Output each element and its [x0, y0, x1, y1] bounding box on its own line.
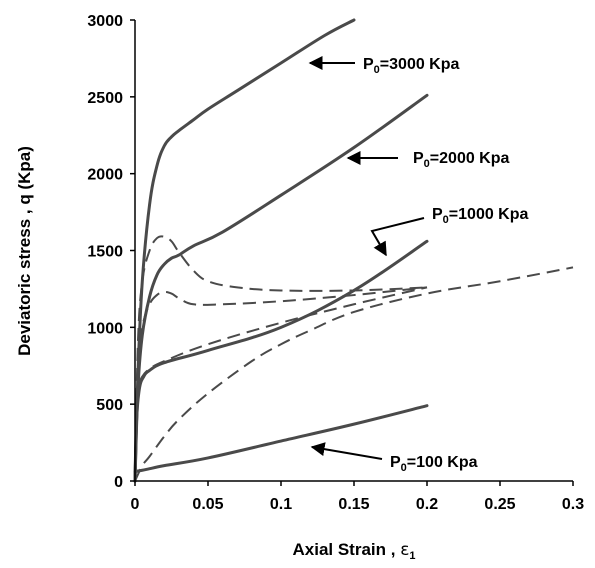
y-tick-label: 1000	[87, 320, 123, 337]
arrow-icon	[370, 217, 425, 257]
arrow-icon	[310, 442, 383, 460]
x-axis-title-subscript: 1	[409, 550, 415, 562]
annotation-label: P0=100 Kpa	[390, 454, 478, 474]
annotation-p0-1000: P0=1000 Kpa	[370, 206, 529, 257]
x-axis-title: Axial Strain , ε1	[292, 540, 415, 562]
x-tick-label: 0.1	[270, 496, 292, 513]
x-tick-label: 0.25	[484, 496, 515, 513]
solid-series-line-7	[133, 18, 356, 483]
y-tick-label: 2500	[87, 90, 123, 107]
y-tick-label: 0	[114, 474, 123, 491]
dashed-series-line-1	[134, 266, 574, 482]
annotation-p0-2000: P0=2000 Kpa	[346, 150, 510, 170]
solid-series-line-0	[133, 404, 429, 474]
solid-series-line-2	[133, 239, 429, 483]
x-axis-title-symbol: ε	[400, 540, 409, 560]
solid-series-line-5	[133, 93, 429, 483]
y-axis-title: Deviatoric stress , q (Kpa)	[15, 146, 34, 356]
dashed-series-line-3	[134, 286, 428, 482]
x-tick-label: 0.15	[338, 496, 369, 513]
y-tick-label: 2000	[87, 167, 123, 184]
x-tick-label: 0.3	[562, 496, 584, 513]
y-tick-label: 500	[96, 397, 123, 414]
x-ticks: 0 0.05 0.1 0.15 0.2 0.25 0.3	[131, 481, 584, 513]
x-tick-label: 0	[131, 496, 140, 513]
annotation-label: P0=3000 Kpa	[363, 56, 460, 76]
dashed-series-line-6	[134, 235, 428, 482]
y-tick-label: 3000	[87, 13, 123, 30]
annotation-p0-100: P0=100 Kpa	[310, 442, 478, 474]
annotation-label: P0=2000 Kpa	[413, 150, 510, 170]
curves-layer	[133, 18, 574, 483]
x-tick-label: 0.05	[192, 496, 223, 513]
x-tick-label: 0.2	[416, 496, 438, 513]
annotation-p0-3000: P0=3000 Kpa	[308, 56, 460, 76]
x-axis-title-main: Axial Strain ,	[292, 540, 400, 559]
y-tick-label: 1500	[87, 244, 123, 261]
dashed-series-line-4	[134, 286, 428, 482]
annotation-label: P0=1000 Kpa	[432, 206, 529, 226]
y-ticks: 0 500 1000 1500 2000 2500 3000	[87, 13, 135, 491]
